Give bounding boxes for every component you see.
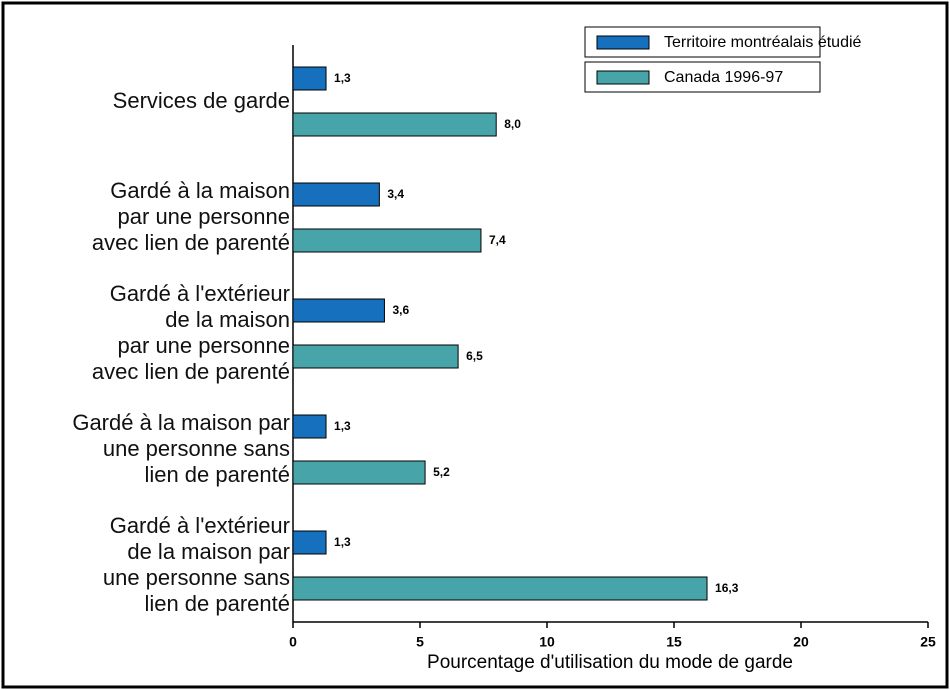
legend-label: Canada 1996-97 (664, 69, 783, 86)
x-tick-label: 20 (793, 634, 809, 650)
bar (292, 576, 708, 601)
y-tick-label: Gardé à la maison par une personne avec … (91, 178, 290, 255)
value-label: 16,3 (715, 581, 739, 595)
y-tick-label: Gardé à la maison par une personne sans … (72, 410, 290, 487)
bar (292, 298, 385, 323)
legend-swatch (596, 70, 650, 85)
value-label: 8,0 (504, 117, 521, 131)
x-tick-label: 5 (416, 634, 424, 650)
value-label: 1,3 (334, 419, 351, 433)
x-tick-label: 10 (539, 634, 555, 650)
legend-swatch (596, 35, 650, 50)
x-axis-label: Pourcentage d'utilisation du mode de gar… (427, 652, 793, 673)
x-tick-label: 0 (289, 634, 297, 650)
bar (292, 182, 380, 207)
bar (292, 414, 327, 439)
bar (292, 344, 459, 369)
x-tick-label: 15 (666, 634, 682, 650)
bar (292, 460, 426, 485)
bar (292, 112, 497, 137)
value-label: 3,4 (387, 187, 404, 201)
value-label: 7,4 (489, 233, 506, 247)
y-tick-label: Gardé à l'extérieur de la maison par une… (102, 513, 290, 616)
value-label: 5,2 (433, 465, 450, 479)
legend-label: Territoire montréalais étudié (664, 34, 862, 51)
bar (292, 530, 327, 555)
bar (292, 228, 482, 253)
value-label: 1,3 (334, 535, 351, 549)
bar (292, 66, 327, 91)
value-label: 3,6 (392, 303, 409, 317)
x-tick-label: 25 (920, 634, 936, 650)
y-tick-label: Services de garde (112, 88, 290, 113)
y-tick-label: Gardé à l'extérieur de la maison par une… (91, 281, 290, 384)
value-label: 6,5 (466, 349, 483, 363)
value-label: 1,3 (334, 71, 351, 85)
